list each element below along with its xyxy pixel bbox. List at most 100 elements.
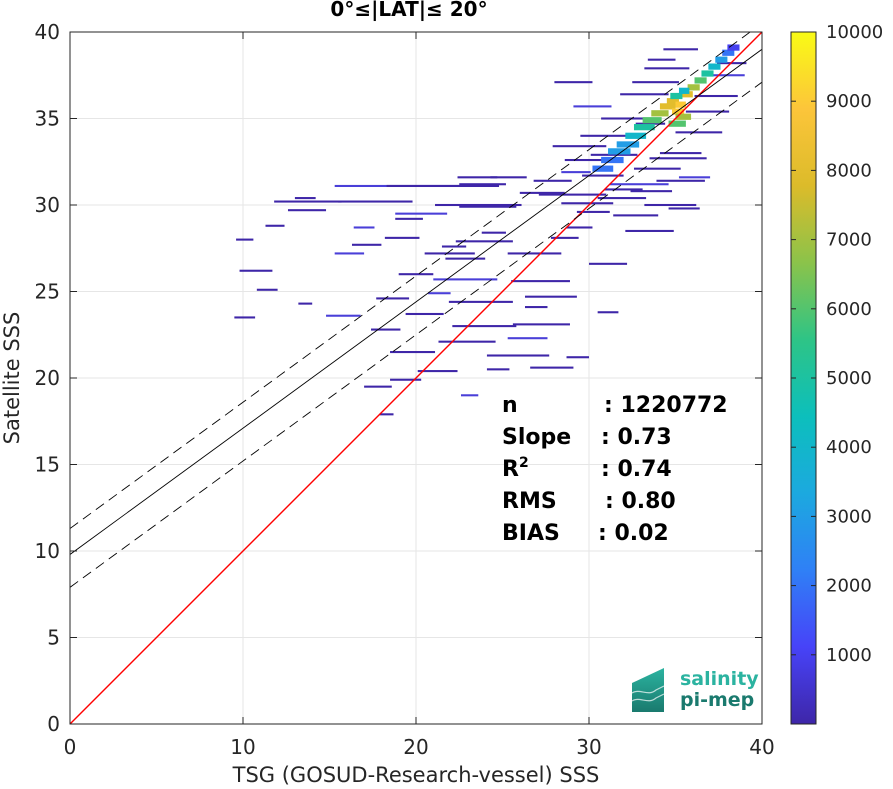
line-fit: [70, 48, 762, 555]
density-core-cell: [670, 92, 683, 100]
density-segment: [561, 171, 591, 174]
density-segment: [326, 314, 361, 317]
density-segment: [561, 202, 614, 205]
density-segment: [298, 302, 313, 305]
density-segment: [609, 183, 669, 186]
density-core-cell: [675, 113, 692, 120]
density-core-cell: [666, 98, 679, 105]
density-segment: [390, 378, 422, 381]
x-tick-label: 40: [749, 735, 774, 759]
density-segment: [448, 300, 513, 303]
colorbar-tick-label: 9000: [826, 91, 872, 112]
density-core-cell: [659, 103, 676, 110]
colorbar-tick-label: 8000: [826, 160, 872, 181]
density-core-cell: [727, 44, 740, 51]
density-segment: [455, 240, 513, 243]
density-segment: [582, 174, 624, 177]
colorbar-tick-label: 5000: [826, 368, 872, 389]
density-segment: [294, 197, 316, 200]
density-core-cell: [592, 165, 614, 172]
stat-value: : 0.74: [601, 457, 672, 482]
density-segment: [554, 81, 593, 84]
density-segment: [353, 226, 375, 229]
density-core-cell: [633, 124, 655, 131]
density-segment: [445, 257, 486, 260]
stat-label: BIAS: [502, 521, 560, 546]
stat-value: : 1220772: [604, 393, 728, 418]
density-segment: [395, 212, 448, 215]
density-segment: [417, 370, 458, 373]
density-segment: [635, 122, 666, 125]
density-segment: [538, 193, 607, 196]
stat-label: n: [502, 393, 518, 418]
colorbar-tick-label: 7000: [826, 230, 872, 251]
density-segment: [236, 238, 254, 241]
density-segment: [533, 179, 572, 182]
density-segment: [703, 74, 745, 77]
density-core-cell: [616, 141, 640, 148]
x-tick-label: 0: [64, 735, 77, 759]
density-segment: [256, 288, 278, 291]
heatmap-cells: [234, 44, 747, 416]
colorbar-tick-label: 3000: [826, 506, 872, 527]
density-segment: [694, 94, 738, 98]
logo-text-salinity: salinity: [680, 668, 759, 690]
density-segment: [398, 273, 434, 276]
density-segment: [371, 328, 401, 331]
density-segment: [459, 205, 517, 208]
density-segment: [524, 295, 577, 298]
density-segment: [441, 245, 467, 248]
density-segment: [435, 203, 522, 207]
chart-title: 0°≤|LAT|≤ 20°: [330, 0, 487, 21]
y-tick-label: 40: [35, 20, 60, 44]
logo-mark: [632, 668, 664, 712]
density-segment: [395, 217, 423, 220]
density-segment: [351, 243, 382, 246]
density-segment: [287, 209, 327, 212]
density-segment: [590, 153, 638, 156]
x-axis-label: TSG (GOSUD-Research-vessel) SSS: [232, 763, 600, 787]
density-segment: [486, 368, 510, 371]
x-tick-label: 20: [403, 735, 428, 759]
density-segment: [524, 306, 548, 309]
stat-value: : 0.73: [601, 425, 672, 450]
density-segment: [589, 262, 628, 265]
density-segment: [675, 131, 723, 134]
x-tick-label: 30: [576, 735, 601, 759]
regression-lines: [70, 32, 762, 724]
density-segment: [507, 337, 548, 340]
density-segment: [601, 117, 648, 120]
density-segment: [511, 280, 570, 283]
density-segment: [481, 231, 506, 234]
density-core-cell: [722, 49, 735, 56]
density-segment: [424, 252, 475, 255]
x-tick-label: 10: [230, 735, 255, 759]
density-segment: [620, 93, 669, 96]
density-segment: [457, 176, 498, 179]
density-segment: [604, 188, 643, 191]
density-segment: [566, 356, 589, 359]
density-segment: [338, 200, 413, 203]
density-segment: [656, 179, 705, 182]
density-segment: [405, 312, 444, 316]
density-core-cell: [680, 91, 693, 98]
density-core-cell: [601, 156, 624, 164]
density-core-cell: [678, 87, 690, 94]
density-segment: [659, 152, 702, 155]
density-segment: [668, 207, 700, 210]
density-core-cell: [701, 70, 714, 77]
y-tick-label: 0: [47, 712, 60, 736]
density-core-cell: [694, 77, 707, 84]
density-segment: [632, 81, 679, 84]
stat-label: Slope: [502, 425, 571, 450]
y-axis-ticks: 0 5 10 15 20 25 30 35 40: [35, 20, 762, 736]
density-segment: [519, 191, 565, 194]
stat-label: RMS: [502, 489, 557, 514]
y-tick-label: 20: [35, 366, 60, 390]
density-segment: [376, 297, 410, 300]
y-tick-label: 25: [35, 280, 60, 304]
salinity-pimep-logo: salinity pi-mep: [631, 668, 759, 712]
density-segment: [459, 183, 506, 186]
